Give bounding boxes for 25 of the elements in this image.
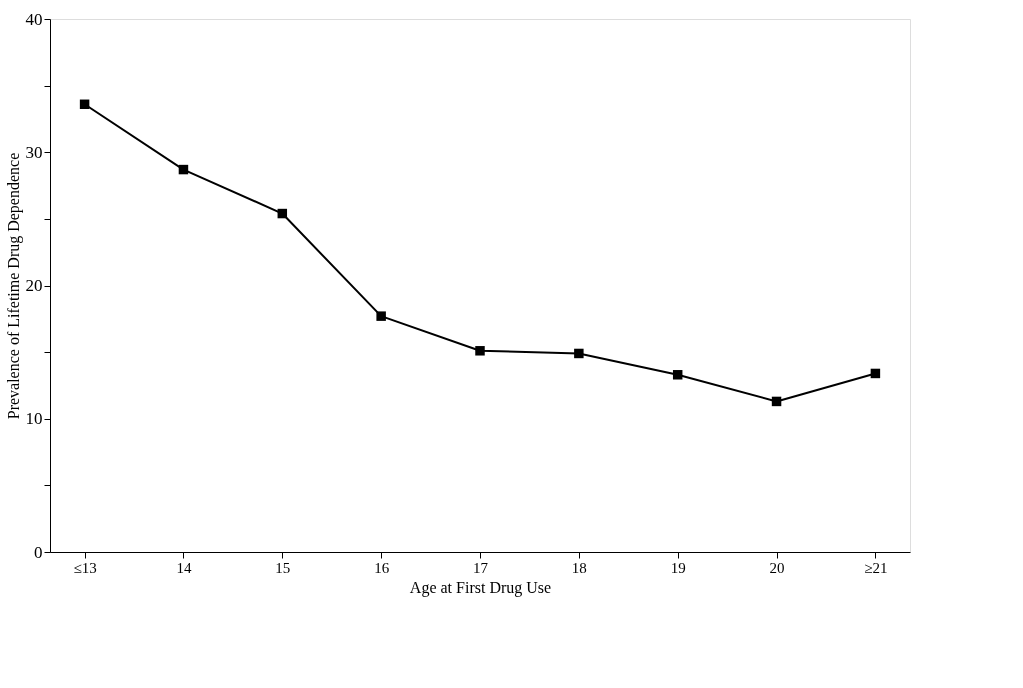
x-tick-label: 19 bbox=[670, 559, 686, 576]
point bbox=[672, 370, 683, 380]
point bbox=[178, 164, 189, 175]
y-tick-label: 30 bbox=[25, 142, 43, 162]
y-tick-label: 10 bbox=[25, 409, 43, 429]
point bbox=[277, 208, 288, 219]
y-tick-label: 40 bbox=[25, 9, 43, 29]
x-tick-label: 18 bbox=[571, 559, 587, 576]
point bbox=[574, 348, 584, 359]
point bbox=[376, 311, 386, 321]
x-tick-label: 20 bbox=[769, 559, 785, 576]
point bbox=[870, 368, 881, 379]
x-tick-label: 14 bbox=[176, 559, 192, 576]
x-tick-label: 15 bbox=[275, 559, 291, 576]
y-axis-title: Prevalence of Lifetime Drug Dependence bbox=[4, 152, 23, 420]
point bbox=[79, 99, 90, 110]
x-tick-label: ≤13 bbox=[73, 559, 97, 576]
y-tick-label: 0 bbox=[34, 542, 43, 562]
point bbox=[475, 346, 485, 356]
x-tick-label: 17 bbox=[473, 559, 489, 576]
point bbox=[771, 396, 782, 407]
x-tick-label: ≥21 bbox=[864, 559, 888, 576]
x-axis-title: Age at First Drug Use bbox=[409, 578, 552, 597]
x-tick-label: 16 bbox=[374, 559, 390, 576]
y-tick-label: 20 bbox=[25, 276, 43, 295]
